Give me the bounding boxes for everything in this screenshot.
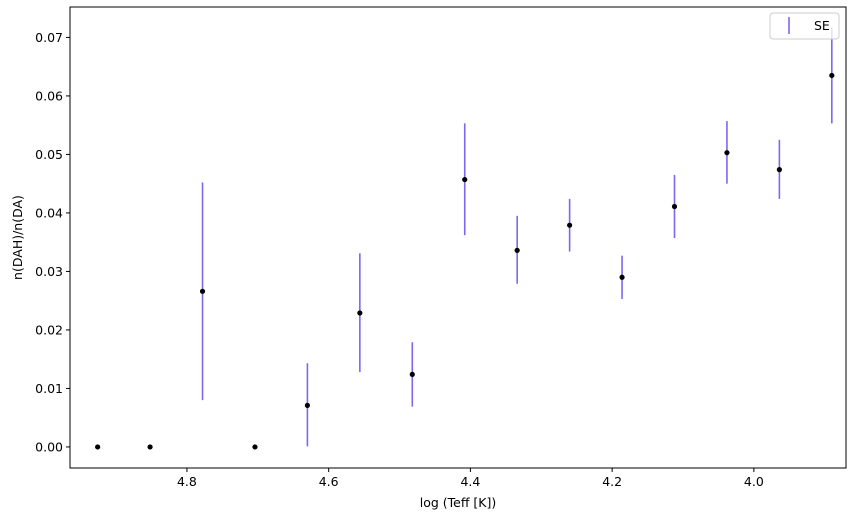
legend-entry-se: SE (814, 18, 830, 33)
data-point (619, 274, 625, 280)
legend: SE (769, 12, 840, 40)
y-tick-label: 0.01 (35, 381, 63, 396)
data-point (514, 247, 520, 253)
y-tick-label: 0.00 (35, 439, 63, 454)
data-point (567, 222, 573, 228)
data-point (462, 176, 468, 183)
x-tick-label: 4.8 (177, 474, 197, 489)
data-point (304, 402, 311, 409)
y-tick-label: 0.04 (35, 205, 63, 220)
y-tick-label: 0.05 (35, 147, 63, 162)
x-axis-ticks: 4.8 4.6 4.4 4.2 4.0 (177, 468, 764, 489)
data-point (357, 310, 363, 316)
x-tick-label: 4.6 (319, 474, 339, 489)
data-points (95, 72, 835, 450)
data-point (724, 150, 730, 156)
x-tick-label: 4.0 (744, 474, 764, 489)
y-axis-label: n(DAH)/n(DA) (10, 195, 25, 280)
y-tick-label: 0.07 (35, 30, 63, 45)
data-point (671, 203, 678, 210)
x-tick-label: 4.4 (460, 474, 480, 489)
y-tick-label: 0.03 (35, 264, 63, 279)
x-tick-label: 4.2 (602, 474, 622, 489)
y-tick-label: 0.06 (35, 88, 63, 103)
data-point (829, 72, 835, 79)
data-point (95, 444, 101, 450)
x-axis-label: log (Teff [K]) (420, 495, 497, 510)
data-point (147, 444, 153, 450)
plot-frame (69, 6, 847, 469)
legend-box (769, 12, 840, 40)
data-point (252, 444, 258, 450)
data-point (409, 371, 415, 377)
y-axis-ticks: 0.00 0.01 0.02 0.03 0.04 0.05 0.06 0.07 (35, 30, 70, 454)
data-point (199, 288, 206, 294)
data-point (776, 167, 782, 173)
error-bars (201, 27, 833, 447)
y-tick-label: 0.02 (35, 322, 63, 337)
